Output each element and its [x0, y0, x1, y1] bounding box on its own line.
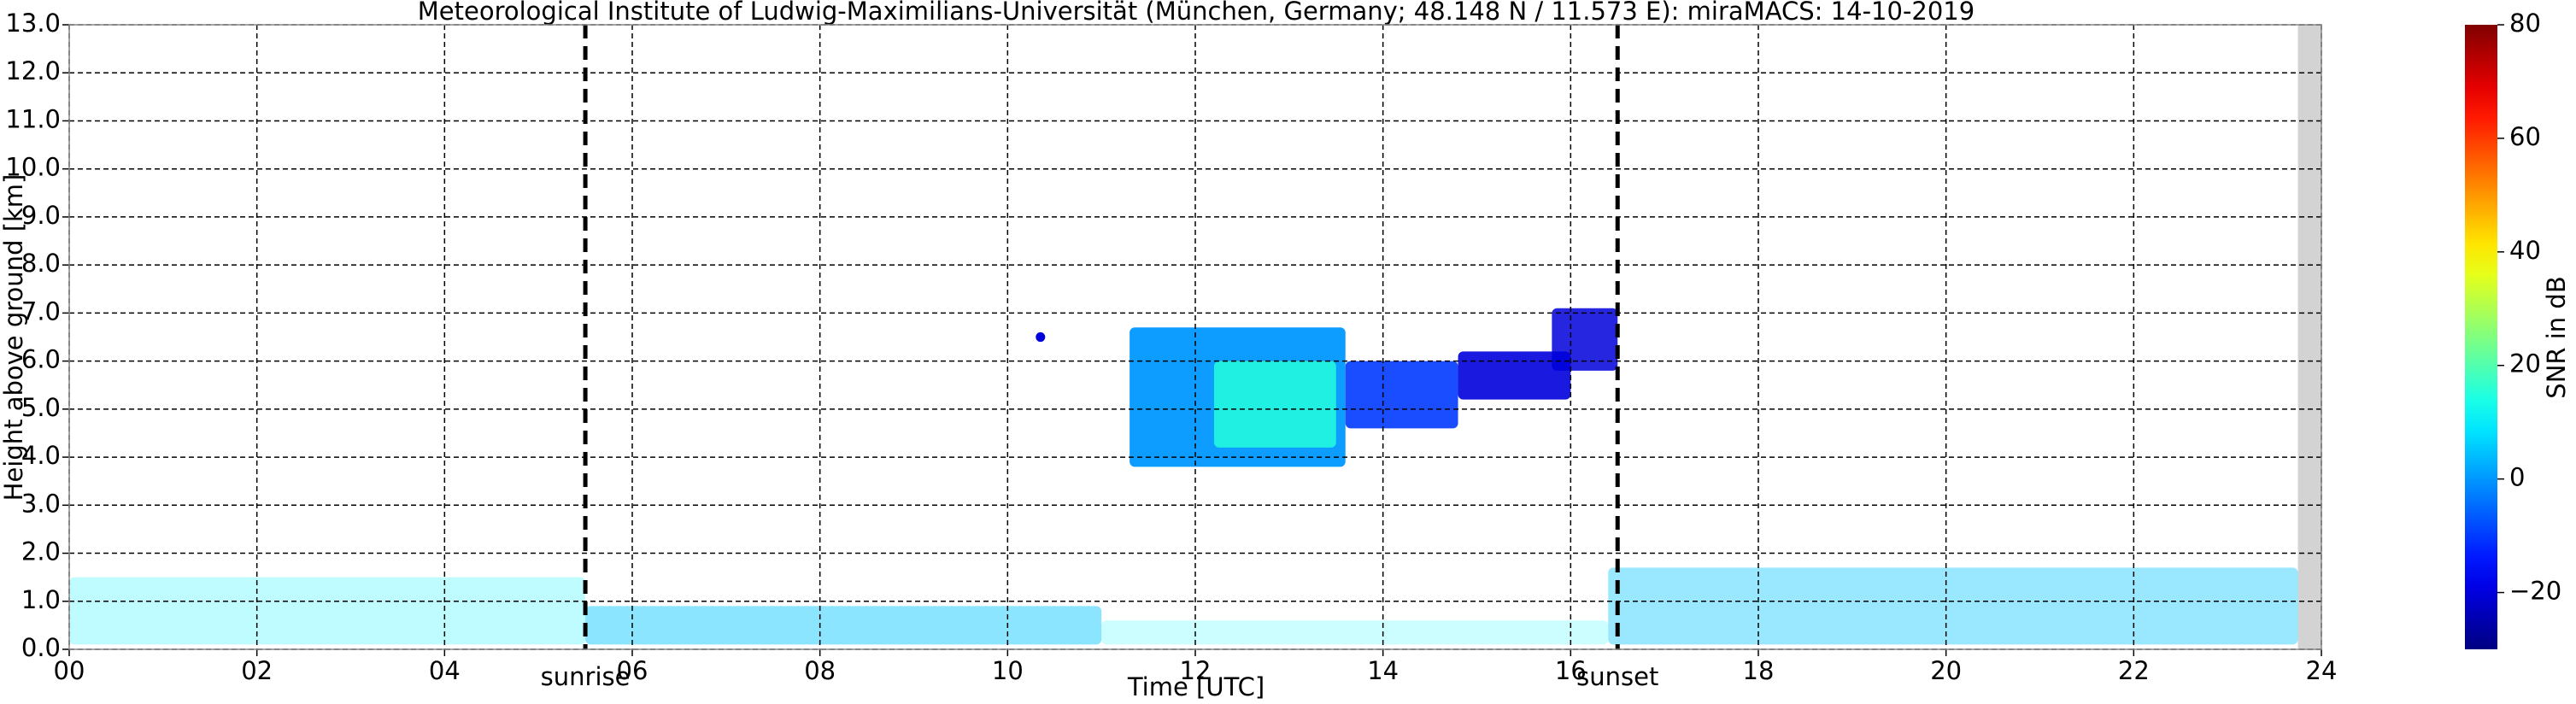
x-tick-label: 18 — [1743, 656, 1775, 685]
echo — [1458, 351, 1571, 400]
echo — [1608, 567, 2298, 645]
no-data-area — [2297, 25, 2321, 649]
x-tick-label: 04 — [429, 656, 461, 685]
colorbar-tick-label: 80 — [2509, 9, 2541, 38]
y-tick-label: 5.0 — [21, 393, 61, 422]
y-tick-label: 2.0 — [21, 537, 61, 566]
colorbar-tick-label: 0 — [2509, 463, 2525, 492]
echo — [585, 606, 1102, 645]
x-tick-label: 20 — [1930, 656, 1962, 685]
y-tick-label: 0.0 — [21, 633, 61, 662]
echo — [1101, 620, 1609, 645]
y-tick-label: 10.0 — [5, 153, 61, 182]
echo — [1213, 361, 1336, 448]
plot-frame — [68, 24, 2322, 650]
y-tick-label: 7.0 — [21, 296, 61, 326]
y-tick-label: 9.0 — [21, 201, 61, 230]
x-tick-label: 00 — [54, 656, 85, 685]
x-tick-label: 10 — [992, 656, 1024, 685]
y-tick-label: 13.0 — [5, 9, 61, 38]
colorbar-tick-label: 60 — [2509, 122, 2541, 151]
echo — [1036, 331, 1046, 343]
y-tick-label: 8.0 — [21, 249, 61, 278]
x-axis-label: Time [UTC] — [1127, 672, 1265, 701]
y-tick-label: 11.0 — [5, 104, 61, 133]
colorbar-tick-label: 40 — [2509, 236, 2541, 265]
echo — [1345, 361, 1458, 429]
y-tick-label: 3.0 — [21, 489, 61, 518]
x-tick-label: 24 — [2306, 656, 2338, 685]
event-label: sunrise — [541, 662, 631, 691]
y-axis-label: Height above ground [km] — [0, 174, 28, 502]
x-tick-label: 08 — [804, 656, 836, 685]
colorbar-tick-label: −20 — [2509, 577, 2561, 606]
y-tick-label: 4.0 — [21, 441, 61, 470]
x-tick-label: 16 — [1555, 656, 1587, 685]
x-tick-label: 22 — [2118, 656, 2150, 685]
x-tick-label: 06 — [617, 656, 648, 685]
colorbar-tick-label: 20 — [2509, 349, 2541, 378]
colorbar — [2465, 25, 2497, 649]
echo — [69, 577, 586, 645]
colorbar-label: SNR in dB — [2542, 276, 2571, 398]
chart-title: Meteorological Institute of Ludwig-Maxim… — [418, 0, 1975, 26]
event-label: sunset — [1576, 662, 1658, 691]
y-tick-label: 1.0 — [21, 585, 61, 614]
x-tick-label: 12 — [1180, 656, 1212, 685]
y-tick-label: 6.0 — [21, 345, 61, 374]
x-tick-label: 14 — [1367, 656, 1399, 685]
x-tick-label: 02 — [241, 656, 273, 685]
echo — [1552, 308, 1618, 371]
y-tick-label: 12.0 — [5, 56, 61, 85]
